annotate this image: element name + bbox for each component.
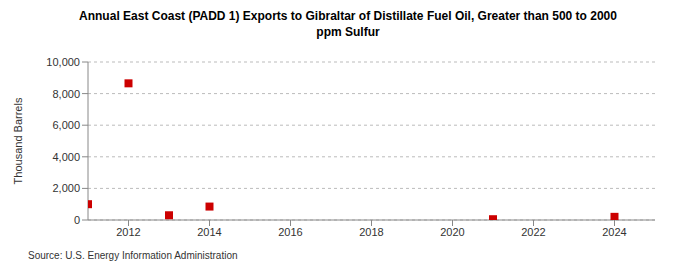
svg-text:2020: 2020 xyxy=(440,226,464,238)
svg-text:Thousand Barrels: Thousand Barrels xyxy=(12,97,24,184)
html-text:Source: U.S. Energy Informatio: Source: U.S. Energy Information Administ… xyxy=(28,250,238,261)
html-text:Annual East Coast (PADD 1) Exp: Annual East Coast (PADD 1) Exports to Gi… xyxy=(79,9,617,39)
svg-text:0: 0 xyxy=(74,214,80,226)
svg-text:8,000: 8,000 xyxy=(52,88,80,100)
svg-text:2012: 2012 xyxy=(116,226,140,238)
svg-text:4,000: 4,000 xyxy=(52,151,80,163)
svg-text:2,000: 2,000 xyxy=(52,182,80,194)
svg-text:6,000: 6,000 xyxy=(52,119,80,131)
svg-text:10,000: 10,000 xyxy=(46,56,80,68)
svg-text:2024: 2024 xyxy=(602,226,626,238)
svg-text:2022: 2022 xyxy=(521,226,545,238)
svg-text:2014: 2014 xyxy=(197,226,221,238)
svg-text:2016: 2016 xyxy=(278,226,302,238)
svg-text:2018: 2018 xyxy=(359,226,383,238)
